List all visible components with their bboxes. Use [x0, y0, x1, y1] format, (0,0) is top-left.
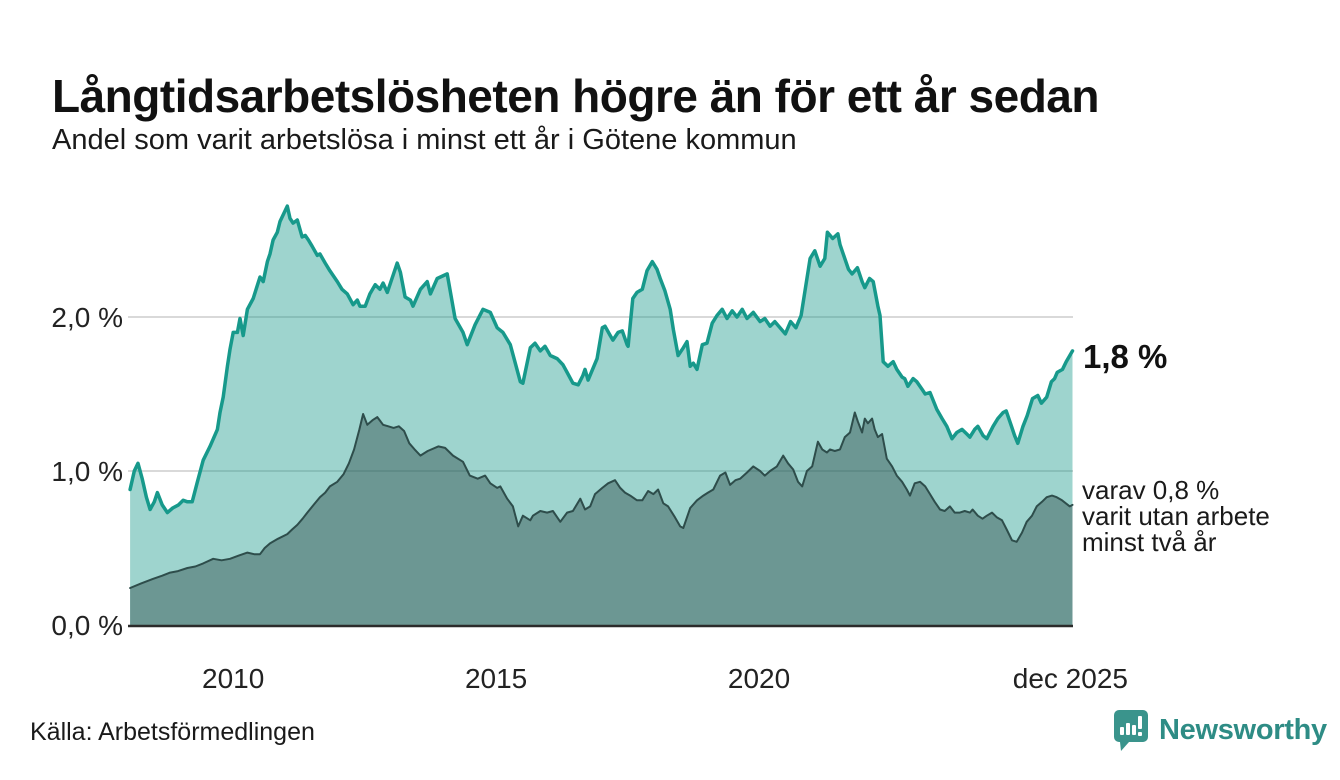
secondary-label-line: varav 0,8 %	[1082, 475, 1220, 505]
area-total	[130, 206, 1073, 625]
x-axis-tick-label: 2015	[465, 663, 527, 694]
area-two-years	[130, 412, 1073, 625]
chart-subtitle: Andel som varit arbetslösa i minst ett å…	[52, 124, 797, 156]
newsworthy-bubble-icon	[1114, 710, 1148, 751]
y-axis-tick-label: 1,0 %	[51, 456, 123, 487]
y-axis-tick-label: 0,0 %	[51, 610, 123, 641]
x-axis-tick-label: 2010	[202, 663, 264, 694]
secondary-series-label: varav 0,8 % varit utan arbete minst två …	[1082, 477, 1322, 555]
x-axis-tick-label: dec 2025	[1013, 663, 1128, 694]
secondary-label-line: minst två år	[1082, 527, 1217, 557]
page-title: Långtidsarbetslösheten högre än för ett …	[52, 69, 1099, 122]
x-axis-tick-label: 2020	[728, 663, 790, 694]
source-attribution: Källa: Arbetsförmedlingen	[30, 718, 315, 746]
newsworthy-wordmark: Newsworthy	[1159, 714, 1327, 746]
newsworthy-logo: Newsworthy	[1113, 708, 1327, 758]
secondary-label-line: varit utan arbete	[1082, 501, 1270, 531]
line-total	[128, 204, 1075, 515]
series-end-value-label: 1,8 %	[1083, 338, 1168, 375]
line-two-years	[129, 411, 1074, 589]
y-axis-tick-label: 2,0 %	[51, 302, 123, 333]
